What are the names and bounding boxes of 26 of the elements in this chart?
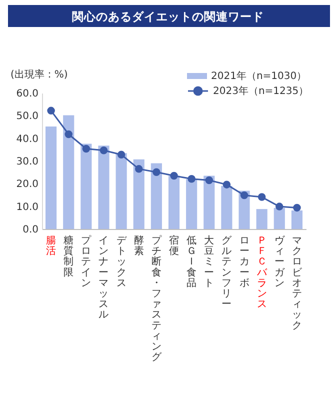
y-tick-label: 60.0 (16, 88, 38, 100)
y-tick-label: 30.0 (16, 156, 38, 168)
y-tick-label: 20.0 (16, 179, 38, 190)
category-label: プチ断食・ファスティング (151, 236, 162, 364)
y-tick-label: 40.0 (16, 134, 38, 145)
x-tick-label: 低ＧＩ食品 (186, 236, 197, 289)
x-tick-label: 腸活 (46, 236, 56, 258)
x-tick-label: インナーマッスル (98, 236, 109, 321)
chart-title: 関心のあるダイエットの関連ワード (72, 10, 264, 24)
x-tick-label: ローカーボ (239, 236, 250, 289)
x-tick-label: 酵素 (134, 234, 144, 258)
y-axis-title: (出現率：%) (10, 68, 68, 80)
x-tick-label: プロテイン (81, 234, 92, 289)
x-tick-label: 大豆ミート (204, 234, 214, 289)
x-tick-label: デトックス (116, 236, 128, 289)
category-label: マクロビオティック (292, 236, 302, 332)
legend-label: 2021年（n=1030） (211, 70, 307, 82)
x-tick-label: 宿便 (169, 234, 179, 258)
y-tick-label: 0.0 (22, 224, 38, 236)
x-tick-label: ＰＦＣバランス (256, 236, 268, 310)
y-tick-label: 10.0 (16, 202, 38, 213)
y-tick-label: 50.0 (16, 111, 38, 122)
legend-label: 2023年（n=1235） (213, 85, 309, 97)
x-tick-label: 糖質制限 (64, 234, 74, 278)
x-tick-label: ヴィーガン (274, 234, 286, 289)
x-tick-label: グルテンフリー (222, 236, 233, 310)
